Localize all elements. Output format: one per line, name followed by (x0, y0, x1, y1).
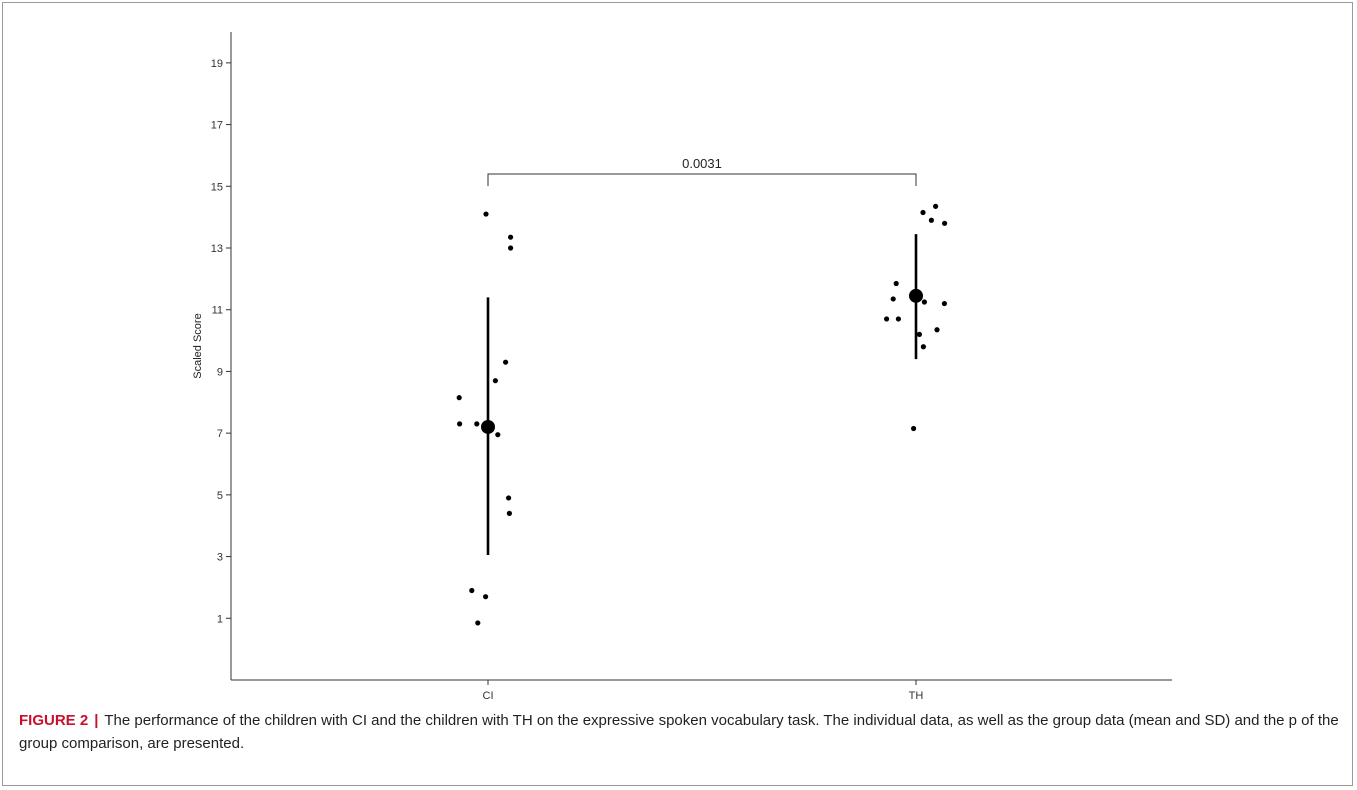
data-point (508, 245, 514, 251)
group-summary (481, 234, 923, 556)
y-tick-label: 13 (211, 243, 223, 255)
y-tick-label: 1 (217, 613, 223, 625)
y-tick-label: 19 (211, 58, 223, 70)
data-point (506, 510, 512, 516)
y-tick-label: 5 (217, 490, 223, 502)
bracket-line (487, 173, 917, 186)
data-point (506, 495, 512, 501)
data-point (884, 316, 890, 322)
y-tick-label: 11 (212, 305, 223, 317)
data-point (921, 299, 928, 305)
figure-caption: FIGURE 2 | The performance of the children… (19, 709, 1339, 755)
x-tick-label: TH (909, 690, 924, 700)
data-point (911, 425, 917, 432)
data-point (928, 217, 935, 223)
data-point (475, 620, 481, 626)
y-tick-label: 15 (211, 181, 223, 193)
data-point (941, 300, 948, 307)
x-tick-label: CI (483, 690, 494, 700)
p-value-label: 0.0031 (682, 156, 722, 171)
y-tick-label: 7 (217, 428, 223, 440)
data-point (890, 296, 896, 302)
mean-marker (909, 288, 923, 303)
data-point (933, 203, 939, 209)
data-point (920, 209, 926, 216)
data-point (492, 378, 498, 384)
data-point (942, 220, 948, 226)
figure-separator: | (94, 712, 99, 729)
data-point (934, 327, 940, 333)
figure-caption-text: The performance of the children with CI … (19, 712, 1339, 752)
data-point (474, 421, 480, 427)
y-tick-label: 9 (217, 366, 223, 378)
mean-marker (481, 419, 495, 434)
data-point (456, 395, 462, 401)
data-point (457, 421, 463, 427)
comparison-bracket: 0.0031 (487, 156, 917, 186)
y-axis-label: Scaled Score (192, 313, 204, 378)
y-tick-label: 3 (217, 552, 223, 564)
data-point (483, 594, 489, 600)
data-point (916, 331, 923, 337)
data-point (920, 344, 927, 350)
figure-label: FIGURE 2 (19, 712, 89, 729)
data-point (895, 316, 902, 322)
y-tick-label: 17 (211, 120, 223, 132)
individual-points (456, 203, 948, 626)
data-point (503, 359, 509, 365)
data-point (508, 234, 514, 240)
data-point (893, 280, 899, 287)
data-point (483, 211, 489, 217)
data-point (495, 432, 501, 438)
data-point (469, 587, 475, 594)
